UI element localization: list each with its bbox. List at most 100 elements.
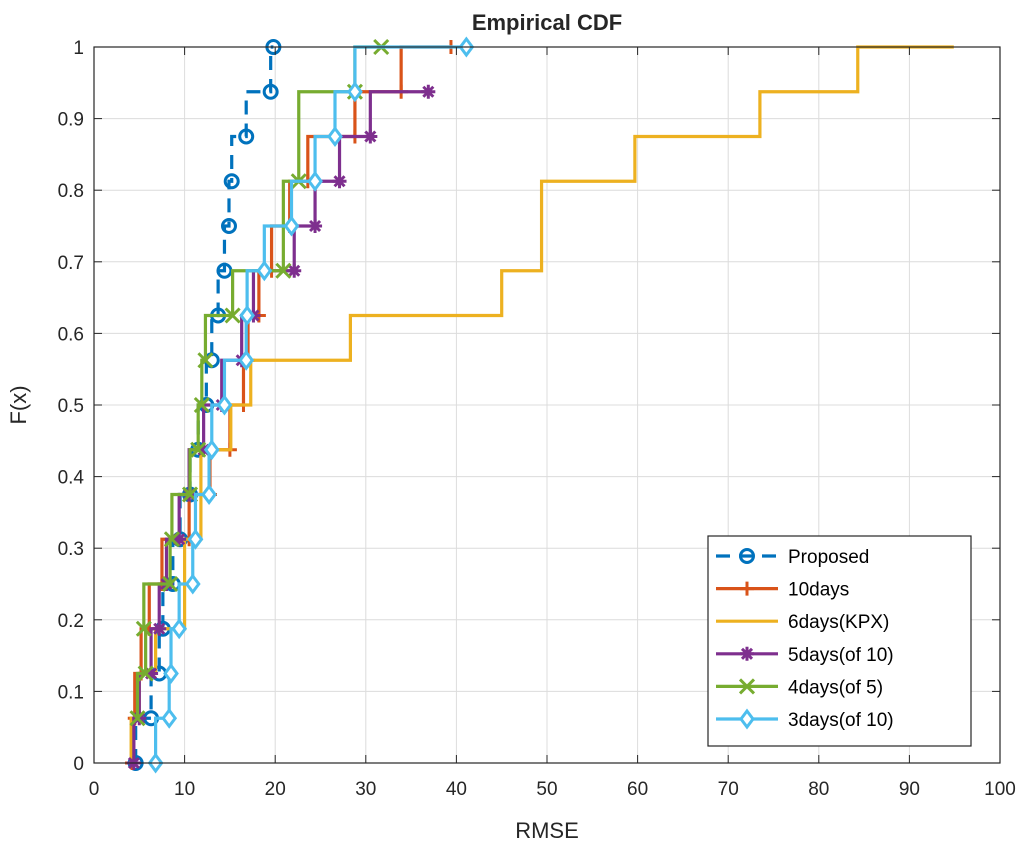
marker-shape [739,548,755,564]
y-tick-label: 0.6 [58,324,84,345]
marker-shape [187,528,204,550]
data-point [193,396,210,414]
data-point [283,215,300,237]
data-point [137,665,154,682]
x-tick-label: 70 [718,779,739,800]
data-point [152,621,167,636]
data-point [144,666,159,681]
legend-label: 6days(KPX) [788,612,889,633]
legend-item-3: 5days(of 10) [716,645,894,666]
chart-title: Empirical CDF [472,10,622,35]
marker-shape [308,219,323,233]
legend-label: 5days(of 10) [788,645,894,666]
marker-shape [137,665,154,682]
legend-marker [740,581,754,596]
marker-shape [327,126,343,147]
legend-label: 4days(of 5) [788,677,883,698]
marker-shape [163,531,180,548]
marker-shape [197,352,214,369]
marker-shape [171,618,188,640]
legend-marker [738,678,756,695]
y-axis-label: F(x) [6,385,31,424]
data-point [262,83,279,100]
data-point [308,219,323,233]
data-point [216,262,233,279]
data-point [220,218,237,234]
y-tick-label: 0.3 [58,539,84,560]
x-tick-label: 0 [89,779,100,800]
data-point [163,663,179,684]
data-point [238,349,255,371]
marker-shape [363,129,378,144]
marker-shape [307,170,323,192]
y-tick-label: 1 [73,38,84,59]
legend-label: 10days [788,580,849,601]
series-group [125,36,954,774]
data-point [161,707,178,729]
series-5 [147,36,475,774]
marker-shape [196,442,211,457]
legend: Proposed 10days 6days(KPX) 5days(of 10) 4day… [707,535,972,747]
legend-label: 3days(of 10) [788,710,894,731]
marker-shape [220,218,237,234]
x-axis-label: RMSE [515,818,579,843]
data-point [327,126,343,147]
data-point [216,394,233,416]
data-point [275,262,292,279]
data-point [256,260,273,282]
legend-marker [739,548,755,564]
marker-shape [275,262,292,279]
marker-shape [184,573,201,595]
data-point [287,263,302,278]
legend-label: Proposed [788,547,869,568]
x-tick-label: 20 [265,779,286,800]
y-tick-label: 0.9 [58,110,84,131]
data-point [421,84,436,99]
marker-shape [238,349,255,371]
x-tick-label: 50 [536,779,557,800]
data-point [184,573,201,595]
marker-shape [161,707,178,729]
y-tick-label: 0.4 [58,468,85,489]
marker-shape [152,621,167,636]
marker-shape [216,262,233,279]
y-tick-label: 0.1 [58,682,84,703]
marker-shape [421,84,436,99]
data-point [363,129,378,144]
marker-shape [283,215,300,237]
marker-shape [193,396,210,414]
legend-item-1: 10days [716,580,849,601]
marker-shape [203,439,220,461]
legend-item-4: 4days(of 5) [716,677,883,698]
data-point [163,531,180,548]
legend-box [707,535,972,747]
legend-marker [739,708,755,730]
y-tick-label: 0.5 [58,396,84,417]
marker-shape [332,174,347,189]
marker-shape [201,484,217,505]
data-point [332,174,347,189]
marker-shape [162,575,179,593]
y-tick-label: 0 [73,754,84,775]
data-point [203,439,220,461]
data-point [162,575,179,593]
x-tick-label: 10 [174,779,195,800]
data-point [347,81,363,103]
legend-marker [740,646,754,661]
marker-shape [224,307,241,324]
axis-ticks: 0 10 20 30 40 50 60 70 80 90 100 0 0.1 0.2 0.3 0.4 0.5 0.… [58,38,1016,800]
data-point [223,173,240,190]
marker-shape [740,646,754,661]
marker-shape [172,532,187,547]
legend-item-2: 6days(KPX) [716,612,889,633]
marker-shape [163,663,179,684]
x-tick-label: 30 [355,779,376,800]
marker-shape [740,581,754,596]
marker-shape [223,173,240,190]
marker-shape [256,260,273,282]
x-tick-label: 80 [808,779,829,800]
marker-shape [135,620,152,637]
marker-shape [190,441,207,458]
data-point [129,710,146,727]
